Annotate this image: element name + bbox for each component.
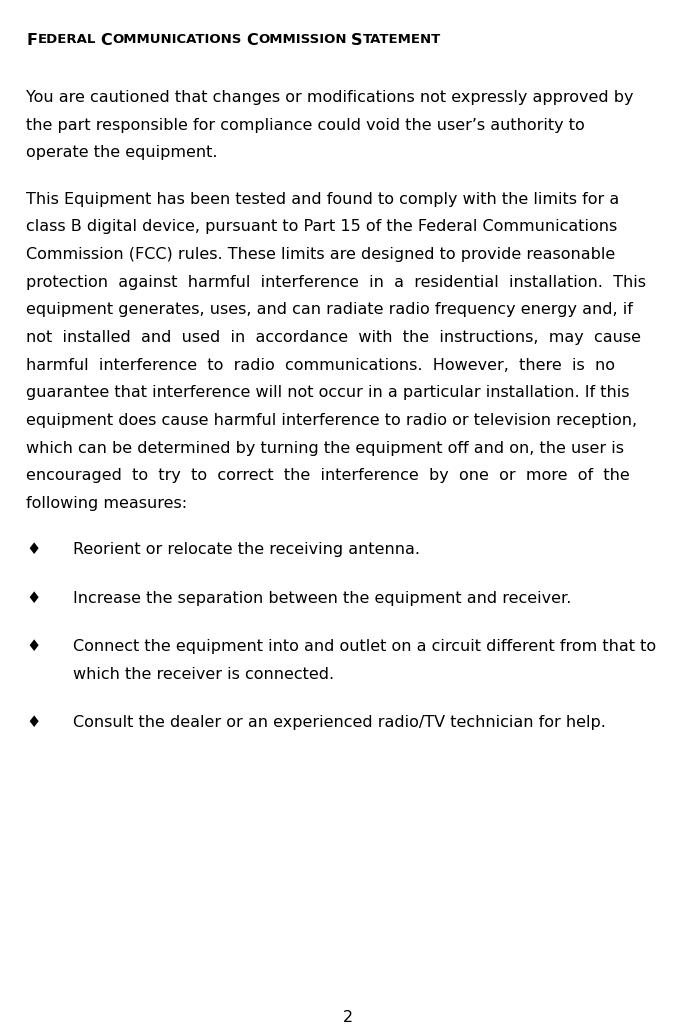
Text: which the receiver is connected.: which the receiver is connected. (73, 666, 334, 682)
Text: C: C (100, 33, 112, 49)
Text: equipment generates, uses, and can radiate radio frequency energy and, if: equipment generates, uses, and can radia… (26, 303, 633, 317)
Text: You are cautioned that changes or modifications not expressly approved by: You are cautioned that changes or modifi… (26, 90, 634, 105)
Text: ♦: ♦ (26, 591, 41, 605)
Text: EDERAL: EDERAL (38, 33, 96, 46)
Text: OMMISSION: OMMISSION (258, 33, 346, 46)
Text: protection  against  harmful  interference  in  a  residential  installation.  T: protection against harmful interference … (26, 275, 646, 289)
Text: S: S (351, 33, 363, 49)
Text: operate the equipment.: operate the equipment. (26, 146, 218, 160)
Text: harmful  interference  to  radio  communications.  However,  there  is  no: harmful interference to radio communicat… (26, 357, 615, 373)
Text: 2: 2 (343, 1010, 352, 1026)
Text: Commission (FCC) rules. These limits are designed to provide reasonable: Commission (FCC) rules. These limits are… (26, 247, 616, 262)
Text: F: F (26, 33, 38, 49)
Text: encouraged  to  try  to  correct  the  interference  by  one  or  more  of  the: encouraged to try to correct the interfe… (26, 468, 630, 483)
Text: This Equipment has been tested and found to comply with the limits for a: This Equipment has been tested and found… (26, 191, 620, 207)
Text: Increase the separation between the equipment and receiver.: Increase the separation between the equi… (73, 591, 571, 605)
Text: ♦: ♦ (26, 542, 41, 558)
Text: ♦: ♦ (26, 715, 41, 730)
Text: not  installed  and  used  in  accordance  with  the  instructions,  may  cause: not installed and used in accordance wit… (26, 330, 641, 345)
Text: following measures:: following measures: (26, 496, 188, 511)
Text: equipment does cause harmful interference to radio or television reception,: equipment does cause harmful interferenc… (26, 413, 637, 428)
Text: OMMUNICATIONS: OMMUNICATIONS (112, 33, 242, 46)
Text: guarantee that interference will not occur in a particular installation. If this: guarantee that interference will not occ… (26, 385, 630, 401)
Text: ♦: ♦ (26, 639, 41, 654)
Text: class B digital device, pursuant to Part 15 of the Federal Communications: class B digital device, pursuant to Part… (26, 219, 618, 234)
Text: the part responsible for compliance could void the user’s authority to: the part responsible for compliance coul… (26, 118, 585, 132)
Text: which can be determined by turning the equipment off and on, the user is: which can be determined by turning the e… (26, 441, 624, 456)
Text: TATEMENT: TATEMENT (363, 33, 441, 46)
Text: Consult the dealer or an experienced radio/TV technician for help.: Consult the dealer or an experienced rad… (73, 715, 606, 730)
Text: Connect the equipment into and outlet on a circuit different from that to: Connect the equipment into and outlet on… (73, 639, 656, 654)
Text: C: C (246, 33, 258, 49)
Text: Reorient or relocate the receiving antenna.: Reorient or relocate the receiving anten… (73, 542, 420, 558)
